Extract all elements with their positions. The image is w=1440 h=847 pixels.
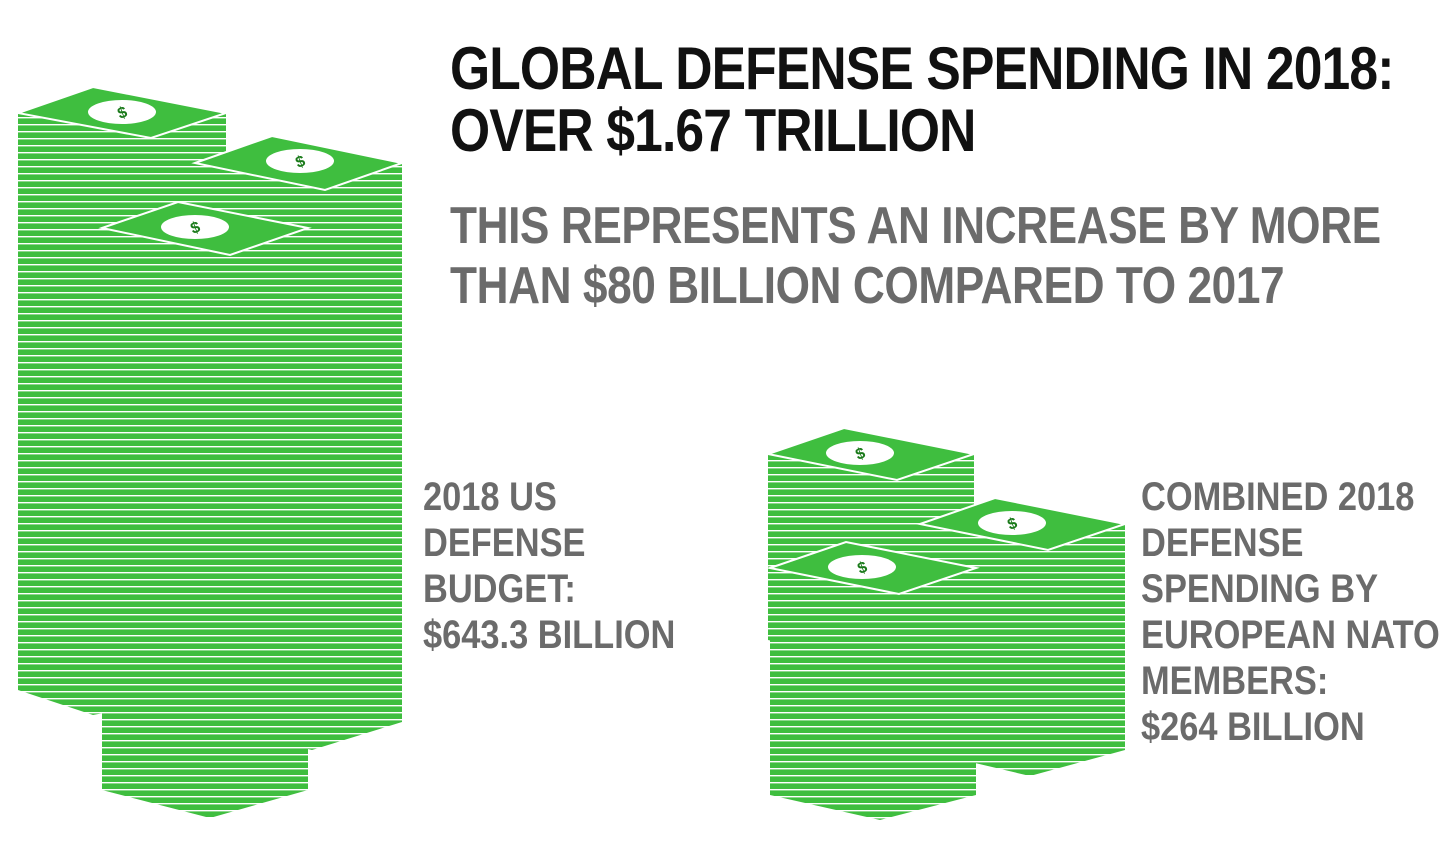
us-defense-budget-label: 2018 US DEFENSE BUDGET: $643.3 BILLION bbox=[423, 474, 675, 658]
subheadline-line-1: THIS REPRESENTS AN INCREASE BY MORE bbox=[450, 197, 1381, 255]
nato-stat-line: DEFENSE bbox=[1141, 521, 1304, 565]
headline-line-2: OVER $1.67 TRILLION bbox=[450, 97, 976, 164]
us-stat-line: BUDGET: bbox=[423, 567, 576, 611]
nato-stat-line: EUROPEAN NATO bbox=[1141, 613, 1440, 657]
us-stat-line: DEFENSE bbox=[423, 521, 586, 565]
subheadline-line-2: THAN $80 BILLION COMPARED TO 2017 bbox=[450, 257, 1285, 315]
subheadline: THIS REPRESENTS AN INCREASE BY MORE THAN… bbox=[450, 196, 1381, 316]
us-stat-line: 2018 US bbox=[423, 475, 557, 519]
us-stat-value: $643.3 BILLION bbox=[423, 613, 676, 657]
nato-stat-line: SPENDING BY bbox=[1141, 567, 1379, 611]
nato-stat-line: MEMBERS: bbox=[1141, 659, 1329, 703]
nato-stat-line: COMBINED 2018 bbox=[1141, 475, 1415, 519]
money-stack-us-front: $ bbox=[98, 200, 312, 818]
headline: GLOBAL DEFENSE SPENDING IN 2018: OVER $1… bbox=[450, 35, 1394, 164]
headline-line-1: GLOBAL DEFENSE SPENDING IN 2018: bbox=[450, 35, 1394, 102]
nato-stat-value: $264 BILLION bbox=[1141, 705, 1365, 749]
nato-defense-spending-label: COMBINED 2018 DEFENSE SPENDING BY EUROPE… bbox=[1141, 474, 1440, 750]
money-stack-nato-front: $ bbox=[766, 540, 980, 820]
